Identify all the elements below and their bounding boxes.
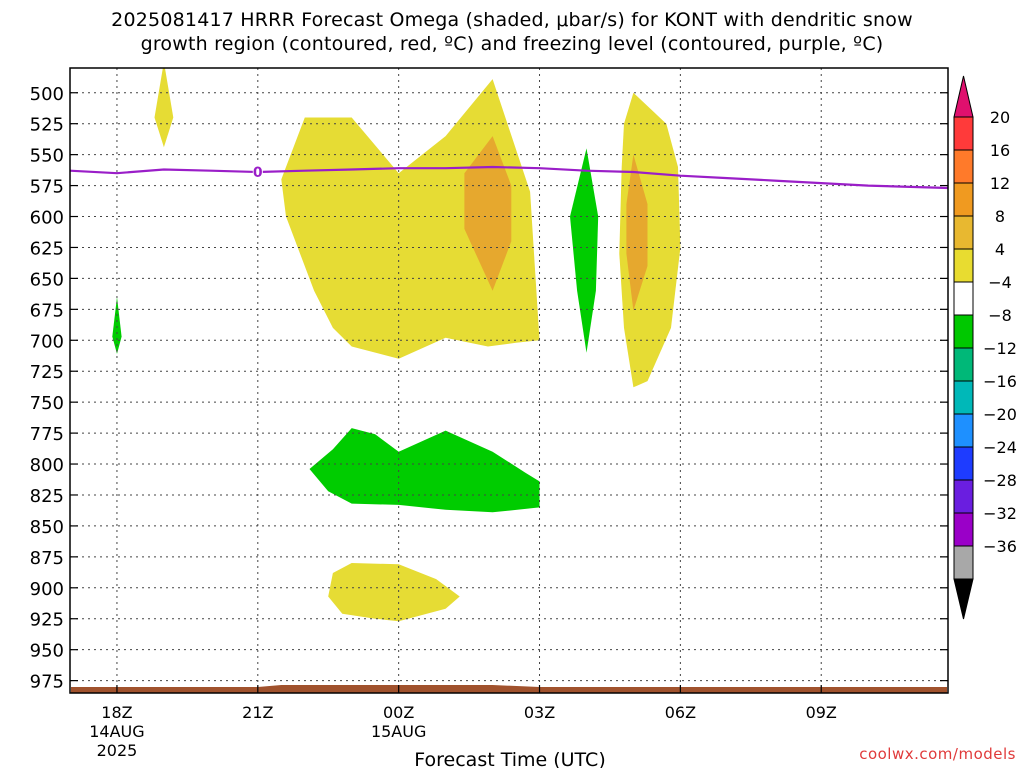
- colorbar-bottom-arrow: [953, 578, 974, 620]
- x-axis-label: Forecast Time (UTC): [414, 749, 605, 768]
- y-tick-label: 975: [30, 672, 64, 693]
- colorbar-level-label: 12: [990, 174, 1010, 193]
- plot-frame: [69, 67, 949, 694]
- y-tick-label: 875: [30, 548, 64, 569]
- x-tick-year-label: 2025: [97, 741, 138, 760]
- freezing-level-label: 0: [253, 165, 263, 181]
- y-tick-label: 675: [30, 300, 64, 321]
- y-tick-label: 900: [30, 579, 64, 600]
- colorbar-swatch-2: [953, 182, 974, 217]
- ground-surface: [71, 687, 947, 693]
- colorbar-swatch-12: [953, 512, 974, 547]
- colorbar-level-label: 8: [995, 207, 1005, 226]
- colorbar-swatch-7: [953, 347, 974, 382]
- colorbar-level-label: 4: [995, 240, 1005, 259]
- colorbar-swatch-4: [953, 248, 974, 283]
- colorbar-level-label: −24: [983, 438, 1017, 457]
- x-tick-label: 06Z: [665, 703, 696, 722]
- y-tick-label: 650: [30, 269, 64, 290]
- freezing-level-line: [69, 165, 949, 190]
- x-tick-label: 09Z: [806, 703, 837, 722]
- y-tick-label: 775: [30, 424, 64, 445]
- colorbar-top-arrow: [953, 75, 974, 118]
- x-tick-date-label: 15AUG: [371, 722, 426, 741]
- freezing-level-contour: 0: [69, 163, 949, 190]
- x-tick-date-label: 14AUG: [89, 722, 144, 741]
- y-tick-label: 800: [30, 455, 64, 476]
- omega-region-0: [154, 68, 174, 148]
- colorbar-swatch-10: [953, 446, 974, 481]
- y-tick-label: 850: [30, 517, 64, 538]
- colorbar-level-label: −20: [983, 405, 1017, 424]
- y-tick-label: 925: [30, 610, 64, 631]
- colorbar-swatch-1: [953, 149, 974, 184]
- colorbar-swatch-6: [953, 314, 974, 349]
- omega-region-8: [328, 563, 460, 622]
- ground-strip: [71, 685, 947, 693]
- chart-title: 2025081417 HRRR Forecast Omega (shaded, …: [0, 8, 1024, 56]
- colorbar-level-label: 20: [990, 108, 1010, 127]
- omega-region-3: [464, 136, 512, 291]
- y-tick-label: 725: [30, 362, 64, 383]
- x-tick-label: 18Z: [101, 703, 132, 722]
- colorbar-swatch-13: [953, 545, 974, 580]
- omega-region-7: [309, 428, 540, 513]
- y-tick-label: 600: [30, 208, 64, 229]
- omega-region-4: [570, 148, 599, 353]
- colorbar-swatch-8: [953, 380, 974, 415]
- colorbar-legend: 20 16 12 8 4 −4 −8 −12 −16 −20 −24 −28 −32 −36: [953, 75, 1017, 620]
- colorbar-level-label: −8: [988, 306, 1012, 325]
- y-tick-label: 575: [30, 177, 64, 198]
- y-tick-label: 825: [30, 486, 64, 507]
- y-tick-label: 525: [30, 115, 64, 136]
- y-tick-label: 550: [30, 146, 64, 167]
- omega-region-1: [112, 297, 122, 354]
- colorbar-level-label: −12: [983, 339, 1017, 358]
- colorbar-swatch-5: [953, 281, 974, 316]
- colorbar-level-label: 16: [990, 141, 1010, 160]
- omega-region-6: [626, 154, 648, 311]
- x-tick-label: 21Z: [242, 703, 273, 722]
- colorbar-level-label: −4: [988, 273, 1012, 292]
- colorbar-level-label: −16: [983, 372, 1017, 391]
- x-tick-label: 00Z: [383, 703, 414, 722]
- colorbar-level-label: −32: [983, 504, 1017, 523]
- y-tick-label: 750: [30, 393, 64, 414]
- omega-shading: [112, 68, 681, 622]
- y-tick-label: 500: [30, 84, 64, 105]
- colorbar-swatch-9: [953, 413, 974, 448]
- colorbar-swatch-3: [953, 215, 974, 250]
- title-line-2: growth region (contoured, red, ºC) and f…: [140, 33, 884, 55]
- colorbar-level-label: −28: [983, 471, 1017, 490]
- plot-border: [69, 67, 949, 694]
- omega-region-2: [281, 79, 540, 359]
- x-tick-label: 03Z: [524, 703, 555, 722]
- y-tick-label: 700: [30, 331, 64, 352]
- grid-lines: [70, 68, 948, 693]
- credit-link[interactable]: coolwx.com/models: [859, 745, 1016, 763]
- colorbar-level-label: −36: [983, 537, 1017, 556]
- colorbar-swatch-11: [953, 479, 974, 514]
- y-tick-label: 625: [30, 238, 64, 259]
- freezing-label-bg: [252, 163, 263, 179]
- y-axis: 500 525 550 575 600 625 650 675 700 725 750 775 800 8…: [30, 84, 948, 693]
- y-tick-label: 950: [30, 641, 64, 662]
- title-line-1: 2025081417 HRRR Forecast Omega (shaded, …: [111, 9, 913, 31]
- colorbar-swatch-0: [953, 116, 974, 151]
